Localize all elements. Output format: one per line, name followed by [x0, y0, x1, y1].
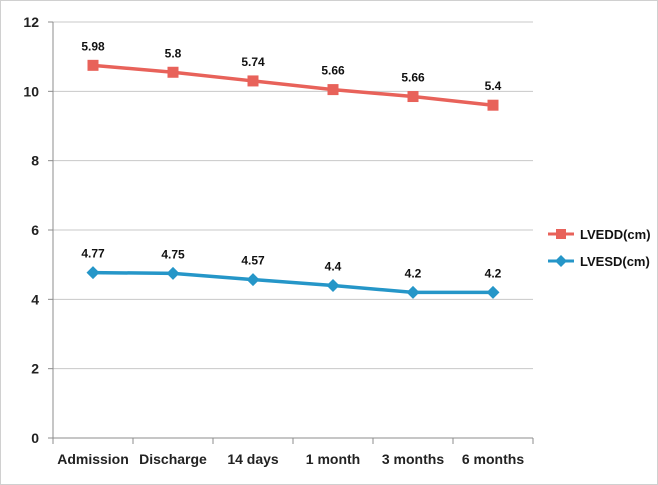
data-label: 4.2: [405, 266, 422, 280]
legend: LVEDD(cm) LVESD(cm): [548, 227, 651, 269]
y-tick-label: 4: [31, 291, 39, 307]
series-line-1: [91, 270, 495, 295]
y-tick-label: 6: [31, 222, 39, 238]
data-labels: 5.98 5.8 5.74 5.66 5.66 5.4 4.77 4.75 4.57 4.4 4.2…: [81, 39, 501, 280]
data-label: 5.66: [401, 71, 425, 85]
data-point-marker: [247, 75, 259, 87]
data-point-marker: [327, 84, 339, 96]
axes: 0 2 4 6 8 10 12 Admission Discharge 14 days 1 mont…: [23, 14, 534, 467]
data-point-marker: [86, 266, 100, 280]
x-tick-label: 6 months: [462, 451, 524, 467]
data-label: 4.4: [325, 259, 342, 273]
x-tick-label: Admission: [57, 451, 129, 467]
legend-marker-0: [556, 229, 566, 239]
y-tick-label: 8: [31, 153, 39, 169]
data-point-marker: [407, 91, 419, 103]
data-label: 5.66: [321, 64, 345, 78]
y-tick-label: 2: [31, 361, 39, 377]
data-label: 5.4: [485, 79, 502, 93]
data-point-marker: [326, 278, 340, 292]
series-layer: [86, 59, 500, 299]
y-tick-label: 0: [31, 430, 39, 446]
data-label: 4.57: [241, 254, 265, 268]
data-label: 4.2: [485, 266, 502, 280]
data-point-marker: [167, 66, 179, 78]
y-tick-label: 10: [23, 83, 39, 99]
data-label: 5.74: [241, 55, 265, 69]
series-line-0: [91, 63, 495, 107]
data-label: 4.77: [81, 247, 105, 261]
legend-label: LVEDD(cm): [580, 227, 651, 242]
data-label: 5.8: [165, 46, 182, 60]
data-point-marker: [87, 59, 99, 71]
x-tick-label: 14 days: [227, 451, 279, 467]
data-label: 4.75: [161, 247, 185, 261]
gridlines: [53, 21, 533, 370]
x-tick-label: 3 months: [382, 451, 444, 467]
y-tick-label: 12: [23, 14, 39, 30]
data-point-marker: [166, 266, 180, 280]
data-point-marker: [246, 273, 260, 287]
x-tick-label: Discharge: [139, 451, 207, 467]
legend-marker-1: [555, 255, 567, 267]
data-point-marker: [486, 285, 500, 299]
x-tick-label: 1 month: [306, 451, 360, 467]
data-label: 5.98: [81, 39, 105, 53]
data-point-marker: [406, 285, 420, 299]
data-point-marker: [487, 99, 499, 111]
legend-label: LVESD(cm): [580, 254, 650, 269]
